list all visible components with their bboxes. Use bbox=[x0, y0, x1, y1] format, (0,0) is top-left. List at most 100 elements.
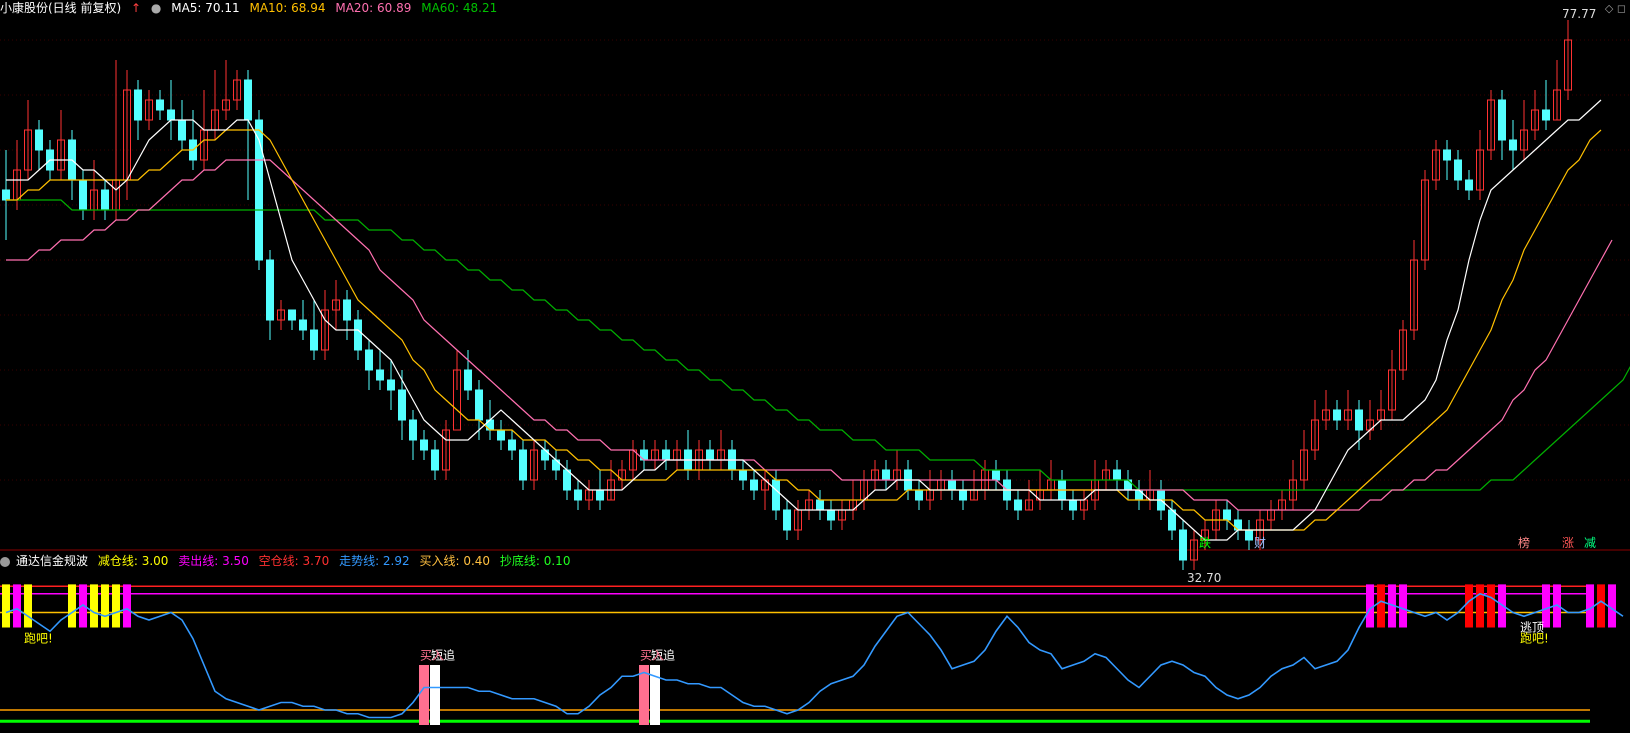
candle-body bbox=[1454, 159, 1462, 181]
candle-body bbox=[1520, 129, 1528, 151]
settings-icon[interactable]: ● bbox=[150, 1, 162, 15]
candle-body bbox=[310, 329, 318, 351]
reduce-zone-bar bbox=[112, 584, 120, 628]
candle-body bbox=[574, 489, 582, 501]
candle-body bbox=[365, 349, 373, 371]
candle-body bbox=[519, 449, 527, 481]
candle-body bbox=[288, 309, 296, 321]
candle-body bbox=[222, 99, 230, 111]
candle-body bbox=[1245, 529, 1253, 541]
level-trend: 走势线: 2.92 bbox=[339, 554, 410, 568]
ma20-label: MA20: 60.89 bbox=[335, 1, 412, 15]
stock-title: 小康股份(日线 前复权) bbox=[0, 1, 122, 15]
candle-body bbox=[497, 429, 505, 441]
candle-body bbox=[475, 389, 483, 421]
candle-body bbox=[244, 79, 252, 121]
signal-label: 短追 bbox=[431, 647, 455, 662]
candle-body bbox=[464, 369, 472, 391]
buy-bar bbox=[639, 665, 649, 725]
ma5-label: MA5: 70.11 bbox=[171, 1, 240, 15]
candle-body bbox=[948, 479, 956, 491]
candle-body bbox=[299, 319, 307, 331]
candle-body bbox=[1553, 89, 1561, 121]
sell-zone-bar bbox=[1487, 584, 1495, 628]
up-arrow-icon[interactable]: ↑ bbox=[131, 1, 142, 15]
candle-body bbox=[1476, 149, 1484, 191]
reduce-zone-bar bbox=[2, 584, 10, 628]
candle-body bbox=[376, 369, 384, 381]
ma5-line bbox=[6, 99, 1602, 541]
candle-body bbox=[596, 489, 604, 501]
signal-label: 逃顶 bbox=[1520, 620, 1544, 634]
sell-zone-bar bbox=[1399, 584, 1407, 628]
level-bottom: 抄底线: 0.10 bbox=[499, 554, 571, 568]
candle-body bbox=[2, 189, 10, 201]
candle-body bbox=[992, 469, 1000, 481]
candle-body bbox=[79, 179, 87, 211]
candle-body bbox=[1465, 179, 1473, 191]
main-header: 小康股份(日线 前复权) ↑ ● MA5: 70.11 MA10: 68.94 … bbox=[0, 0, 503, 16]
chase-bar bbox=[430, 665, 440, 725]
candle-body bbox=[101, 189, 109, 211]
candle-body bbox=[1179, 529, 1187, 561]
candle-body bbox=[398, 389, 406, 421]
main-annotation: 减 bbox=[1584, 536, 1596, 550]
candle-body bbox=[959, 489, 967, 501]
candle-body bbox=[1223, 509, 1231, 521]
candle-body bbox=[354, 319, 362, 351]
signal-label: 买入 bbox=[420, 648, 444, 662]
candle-body bbox=[332, 299, 340, 311]
reduce-zone-bar bbox=[68, 584, 76, 628]
candle-body bbox=[1498, 99, 1506, 141]
candle-body bbox=[816, 499, 824, 511]
candle-body bbox=[321, 309, 329, 351]
candle-body bbox=[1014, 499, 1022, 511]
signal-label: 跑吧! bbox=[1520, 632, 1549, 646]
window-controls[interactable]: ◇ ◻ bbox=[1604, 2, 1626, 15]
candle-body bbox=[442, 429, 450, 471]
candle-body bbox=[178, 119, 186, 141]
candle-body bbox=[1399, 329, 1407, 371]
indicator-icon[interactable] bbox=[0, 556, 10, 567]
candle-body bbox=[1388, 369, 1396, 411]
candle-body bbox=[706, 449, 714, 461]
indicator-title: 通达信金规波 bbox=[16, 554, 89, 568]
candle-body bbox=[915, 489, 923, 501]
reduce-zone-bar bbox=[90, 584, 98, 628]
candle-body bbox=[1322, 409, 1330, 421]
sub-header: 通达信金规波 减仓线: 3.00 卖出线: 3.50 空仓线: 3.70 走势线… bbox=[0, 553, 576, 569]
candle-body bbox=[1113, 469, 1121, 481]
candle-body bbox=[134, 89, 142, 121]
low-price-label: 32.70 bbox=[1187, 571, 1221, 585]
level-empty: 空仓线: 3.70 bbox=[258, 554, 330, 568]
sell-zone-bar bbox=[123, 584, 131, 628]
candle-body bbox=[343, 299, 351, 321]
candle-body bbox=[1531, 109, 1539, 131]
candle-body bbox=[1443, 149, 1451, 161]
sell-zone-bar bbox=[13, 584, 21, 628]
main-annotation: 财 bbox=[1254, 536, 1266, 550]
candle-body bbox=[1344, 409, 1352, 421]
sell-zone-bar bbox=[1586, 584, 1594, 628]
signal-label: 短追 bbox=[651, 647, 675, 662]
main-annotation: 涨 bbox=[1562, 535, 1574, 550]
candle-body bbox=[662, 449, 670, 461]
reduce-zone-bar bbox=[101, 584, 109, 628]
candle-body bbox=[57, 139, 65, 171]
candle-body bbox=[167, 109, 175, 121]
sell-zone-bar bbox=[1465, 584, 1473, 628]
candle-body bbox=[277, 309, 285, 321]
candle-body bbox=[431, 449, 439, 471]
candle-body bbox=[255, 119, 263, 261]
candle-body bbox=[409, 419, 417, 441]
candle-body bbox=[1564, 39, 1572, 91]
level-sell: 卖出线: 3.50 bbox=[178, 554, 249, 568]
sell-zone-bar bbox=[1366, 584, 1374, 628]
candle-body bbox=[1421, 179, 1429, 261]
ma10-label: MA10: 68.94 bbox=[249, 1, 326, 15]
signal-label: 买入 bbox=[640, 648, 664, 662]
candle-body bbox=[1069, 499, 1077, 511]
main-annotation: 榜 bbox=[1518, 535, 1530, 550]
candle-body bbox=[750, 479, 758, 491]
